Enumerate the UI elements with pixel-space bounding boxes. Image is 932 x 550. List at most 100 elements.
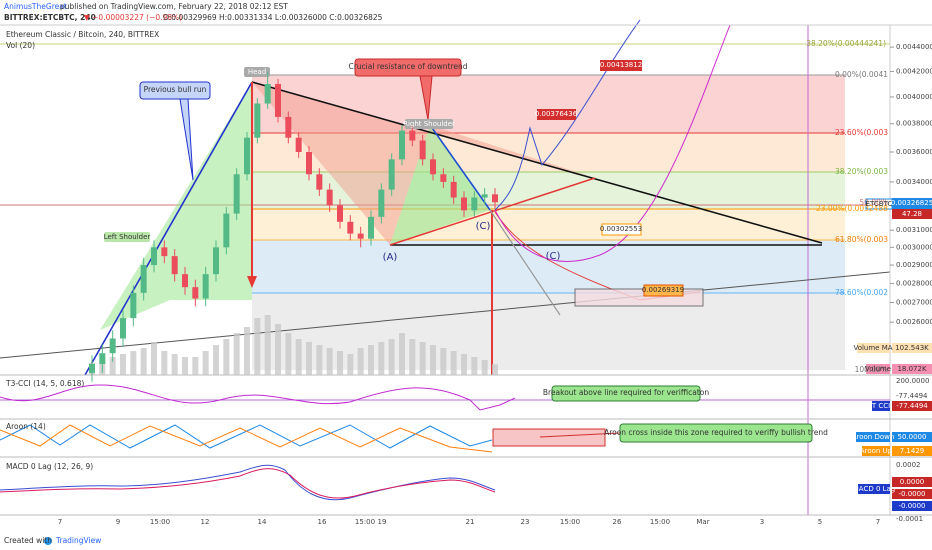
candle-body [233,174,240,214]
price-note: 0.00302553 [600,225,642,233]
label-box [244,67,270,77]
candle-body [481,194,488,198]
wave-label: (C) [546,251,561,262]
volume-bar [254,318,261,375]
x-tick-label: 7 [58,518,62,526]
x-tick-label: 19 [378,518,387,526]
candle-body [337,205,343,222]
callout-text: Breakout above line required for veriffi… [543,388,710,397]
label-box [856,432,890,442]
signal-line [0,468,496,499]
trend-line [0,271,891,359]
trend-line [84,81,253,376]
label-box [405,119,453,129]
candle-body [140,265,147,293]
price-note [600,60,642,71]
candle-body [399,130,405,160]
fib-label: 23.00%(0.0032488 [816,204,888,213]
countdown: 47.28 [902,210,922,218]
pointer [539,432,621,438]
axis-label: -77.4494 [896,392,928,400]
volume-bar [481,360,488,375]
price-note: 0.00269319 [642,286,684,294]
volume-bar [492,364,498,375]
logo [44,537,52,545]
x-tick-label: 15:00 [650,518,670,526]
legend-value: 102.543K [895,344,929,352]
candle-body [182,274,188,288]
volume-bar [182,357,188,375]
axis-label: -0.0001 [896,515,923,523]
wave-label: (A) [383,252,398,263]
fib-label: 0.00%(0.0041 [835,70,888,79]
callout [551,385,701,402]
legend-value: 50.0000 [898,433,927,441]
x-tick-label: 12 [201,518,210,526]
candle-body [223,213,230,248]
panel-title: Aroon (14) [6,422,46,431]
legend-label: Volume MA [853,344,892,352]
legend-label: Volume [865,365,891,373]
x-tick-label: 7 [876,518,880,526]
volume-bar [275,324,281,375]
candle-body [285,116,292,138]
candle-body [316,174,323,190]
label-box [104,232,150,242]
candle-body [171,256,178,275]
candle-body [409,130,416,141]
pattern-label: Left Shoulder [104,233,151,241]
legend-value: 18.072K [897,365,926,373]
legend-value: -77.4494 [896,402,928,410]
last-price: 0.00326825 [891,199,932,207]
candle-body [419,140,426,160]
callout-text: Aroon cross inside this zone required to… [604,428,828,437]
x-tick-label: 26 [613,518,622,526]
label-box [892,489,932,499]
volume-bar [409,339,416,375]
drawing-line [429,124,491,211]
right-shoulder-zone [390,125,490,245]
candle-body [430,159,436,175]
candle-body [213,247,219,275]
candle-body [161,247,168,257]
pattern-label: Head [248,68,266,76]
macd-line [0,464,496,501]
label-box [892,446,932,456]
volume-bar [388,339,395,375]
publisher: AnimusTheGreat [4,2,67,11]
volume-bar [223,339,230,375]
footer-text: Created with [4,536,52,545]
volume-bar [461,354,467,375]
x-tick-label: 16 [318,518,327,526]
legend-value: -0.0000 [898,502,925,510]
volume-bar [419,342,426,375]
label-box [892,501,932,511]
x-tick-label: 15:00 [355,518,375,526]
candle-body [326,189,333,206]
candle-body [254,103,261,138]
fib-label: 78.60%(0.002 [835,288,888,297]
x-tick-label: 9 [116,518,120,526]
volume-bar [161,351,168,375]
legend-label: Aroon Up [860,447,893,455]
volume-bar [357,348,364,375]
candle-body [99,353,106,364]
x-tick-label: 14 [258,518,267,526]
axis-label: 200.0000 [896,377,929,385]
price-note [537,109,576,120]
volume-bar [306,342,312,375]
volume-bar [399,333,405,375]
callout [354,58,462,77]
candle-body [275,84,281,117]
candle-body [471,197,478,211]
volume-title: Vol (20) [6,41,35,50]
fib-label: 50.00% [859,198,888,207]
x-tick-label: Mar [696,518,709,526]
price-box [892,209,932,219]
label-box [892,364,932,374]
fib-label: 38.20%(0.00444241) [806,39,886,48]
price-note: 0.00376436 [535,110,578,118]
legend-label: T CCI [871,402,890,410]
